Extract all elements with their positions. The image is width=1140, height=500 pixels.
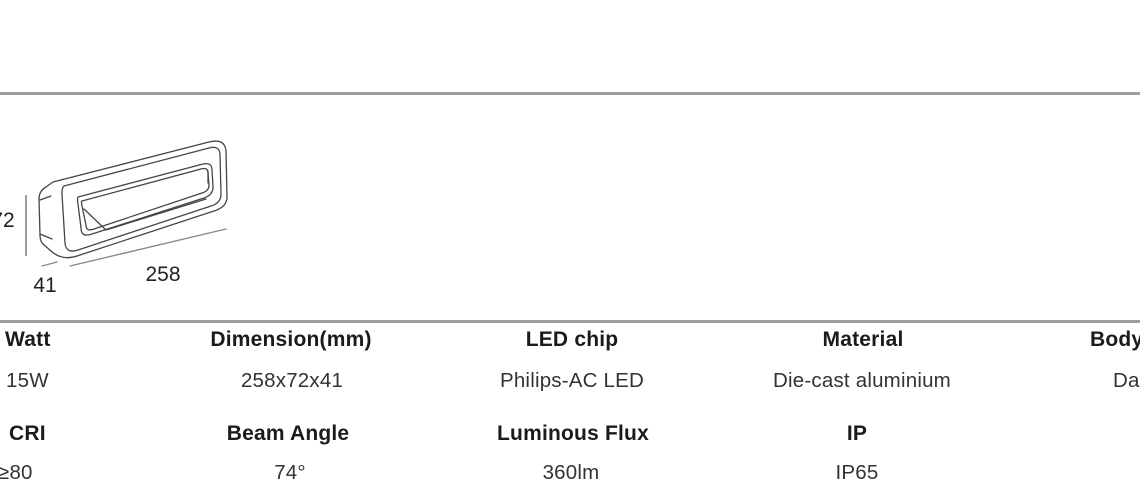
spec-header-body: Body <box>1090 328 1140 351</box>
page-top-divider <box>0 92 1140 95</box>
spec-value-led-chip: Philips-AC LED <box>499 369 645 392</box>
spec-value-ip: IP65 <box>835 461 879 484</box>
spec-table-top-divider <box>0 320 1140 323</box>
spec-value-cri: ≥80 <box>0 461 33 484</box>
spec-header-ip: IP <box>846 422 868 445</box>
dimension-label-depth: 41 <box>33 274 56 297</box>
spec-value-beam-angle: 74° <box>274 461 306 484</box>
dimension-label-height: 72 <box>0 209 15 232</box>
spec-value-dimension: 258x72x41 <box>240 369 344 392</box>
spec-value-body: Dark <box>1113 369 1140 392</box>
fixture-side-chamfer-top <box>39 195 52 201</box>
spec-value-luminous-flux: 360lm <box>542 461 600 484</box>
spec-header-dimension: Dimension(mm) <box>210 328 372 351</box>
product-line-drawing-icon: 72 41 258 <box>0 140 228 297</box>
spec-header-watt: Watt <box>5 328 51 351</box>
dimension-tick-depth <box>41 261 58 267</box>
spec-value-material: Die-cast aluminium <box>773 369 951 392</box>
fixture-side-chamfer-bottom <box>39 233 53 240</box>
fixture-rim-inner <box>80 167 210 231</box>
spec-header-beam-angle: Beam Angle <box>226 422 350 445</box>
spec-header-material: Material <box>822 328 904 351</box>
fixture-outline <box>38 140 228 259</box>
fixture-lens-fold <box>83 198 207 231</box>
dimension-line-length <box>69 228 227 267</box>
fixture-front-face <box>61 146 222 252</box>
dimension-label-length: 258 <box>145 263 180 286</box>
spec-header-cri: CRI <box>9 422 46 445</box>
spec-header-luminous-flux: Luminous Flux <box>497 422 649 445</box>
spec-header-led-chip: LED chip <box>525 328 619 351</box>
spec-value-watt: 15W <box>6 369 49 392</box>
fixture-rim-outer <box>76 162 214 236</box>
